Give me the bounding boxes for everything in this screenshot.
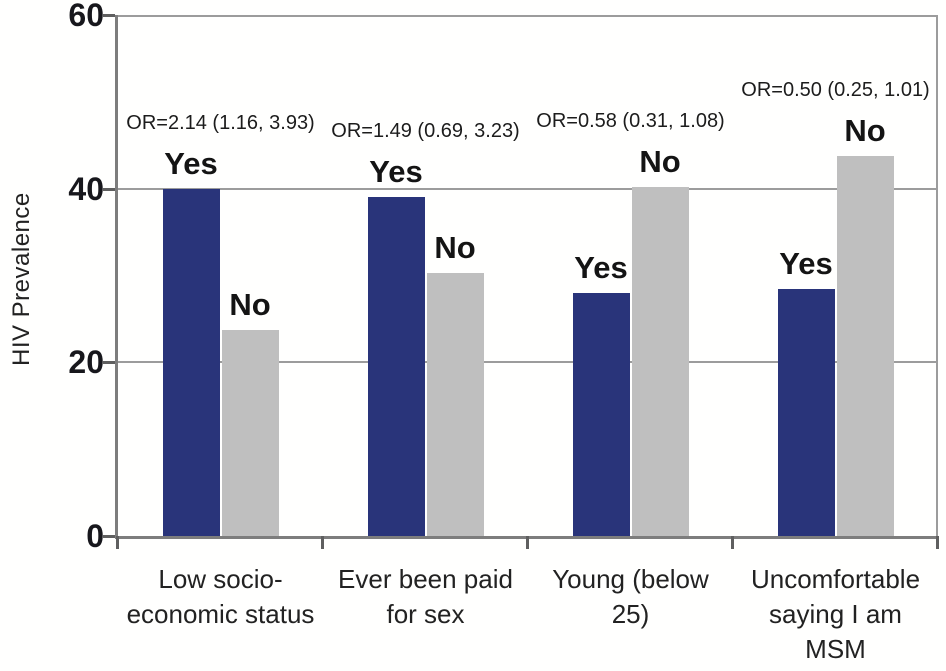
gridline-y40 xyxy=(118,187,936,190)
y-tick-20 xyxy=(103,361,115,365)
category-label-line: Uncomfortable xyxy=(750,564,921,594)
bar-label-yes-3: Yes xyxy=(574,249,628,285)
y-tick-label-20: 20 xyxy=(68,344,104,381)
y-axis-line xyxy=(115,15,118,539)
x-tick-0 xyxy=(116,536,119,549)
bar-no-3 xyxy=(631,186,689,536)
or-annotation-3: OR=0.58 (0.31, 1.08) xyxy=(536,109,725,132)
y-tick-60 xyxy=(103,14,115,17)
x-tick-4 xyxy=(936,536,939,549)
category-label-3: Young (below 25) xyxy=(528,562,733,632)
bar-label-no-1: No xyxy=(229,287,271,323)
category-label-line: Young (below xyxy=(552,564,709,594)
category-label-line: economic status xyxy=(126,599,315,629)
y-tick-0 xyxy=(103,535,115,538)
bar-label-no-4: No xyxy=(844,112,886,148)
y-tick-40 xyxy=(103,187,115,191)
x-tick-2 xyxy=(526,536,529,549)
bar-yes-3 xyxy=(572,292,630,536)
category-label-line: for sex xyxy=(386,599,465,629)
bar-label-no-2: No xyxy=(434,229,476,265)
bar-label-no-3: No xyxy=(639,143,681,179)
bar-no-4 xyxy=(836,155,894,536)
category-label-line: saying I am xyxy=(769,599,902,629)
category-label-line: MSM xyxy=(805,634,866,664)
bar-yes-1 xyxy=(162,188,220,536)
plot-top-border xyxy=(118,15,938,17)
bar-yes-4 xyxy=(777,288,835,536)
bar-yes-2 xyxy=(367,197,425,536)
y-tick-label-40: 40 xyxy=(68,170,104,207)
category-label-line: Low socio- xyxy=(158,564,283,594)
category-label-line: Ever been paid xyxy=(338,564,513,594)
plot-right-border xyxy=(936,15,938,539)
gridline-y20 xyxy=(118,361,936,364)
or-annotation-2: OR=1.49 (0.69, 3.23) xyxy=(331,120,520,143)
or-annotation-1: OR=2.14 (1.16, 3.93) xyxy=(126,111,315,134)
bar-label-yes-2: Yes xyxy=(369,154,423,190)
bar-no-2 xyxy=(426,272,484,536)
category-label-1: Low socio-economic status xyxy=(118,562,323,632)
bar-label-yes-1: Yes xyxy=(164,145,218,181)
category-label-4: Uncomfortable saying I am MSM xyxy=(733,562,938,667)
category-label-line: 25) xyxy=(611,599,650,629)
category-label-2: Ever been paid for sex xyxy=(323,562,528,632)
x-tick-3 xyxy=(731,536,734,549)
bar-label-yes-4: Yes xyxy=(779,245,833,281)
y-tick-label-60: 60 xyxy=(68,0,104,33)
x-tick-1 xyxy=(321,536,324,549)
bar-no-1 xyxy=(221,330,279,536)
y-tick-label-0: 0 xyxy=(86,518,104,554)
or-annotation-4: OR=0.50 (0.25, 1.01) xyxy=(741,78,930,101)
y-axis-title: HIV Prevalence xyxy=(8,192,35,366)
